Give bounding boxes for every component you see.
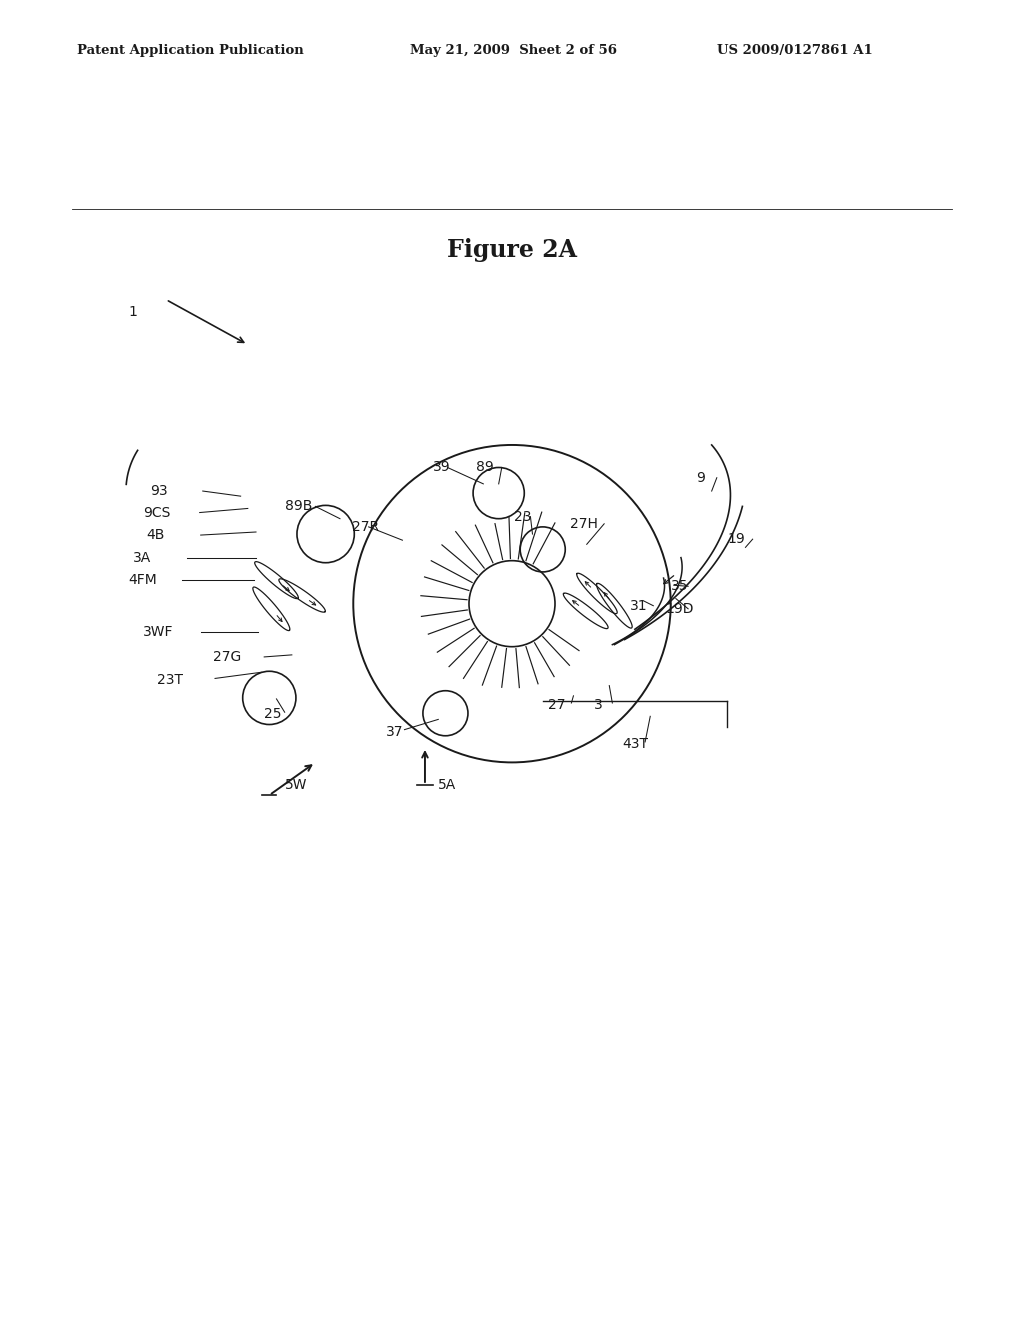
Text: US 2009/0127861 A1: US 2009/0127861 A1 bbox=[717, 44, 872, 57]
Text: 89B: 89B bbox=[285, 499, 312, 513]
Text: 3WF: 3WF bbox=[143, 626, 174, 639]
Text: 9: 9 bbox=[696, 471, 706, 484]
Text: 4B: 4B bbox=[146, 528, 165, 543]
Text: 1: 1 bbox=[128, 305, 137, 319]
Text: 37: 37 bbox=[386, 725, 403, 739]
Text: 25: 25 bbox=[264, 708, 282, 721]
Text: 3: 3 bbox=[594, 698, 603, 711]
Text: 5A: 5A bbox=[438, 777, 457, 792]
Text: 9CS: 9CS bbox=[143, 506, 171, 520]
Text: 27H: 27H bbox=[570, 517, 598, 531]
Text: 35: 35 bbox=[671, 579, 688, 593]
Text: 19D: 19D bbox=[666, 602, 694, 616]
Text: 23T: 23T bbox=[157, 673, 182, 688]
Text: 4FM: 4FM bbox=[128, 573, 157, 587]
Text: 89: 89 bbox=[476, 461, 494, 474]
Text: 3A: 3A bbox=[133, 550, 152, 565]
Text: 39: 39 bbox=[433, 461, 451, 474]
Text: 93: 93 bbox=[151, 484, 168, 498]
Text: 23: 23 bbox=[514, 510, 531, 524]
Text: 43T: 43T bbox=[623, 737, 648, 751]
Text: 27G: 27G bbox=[213, 649, 242, 664]
Text: 5W: 5W bbox=[285, 777, 307, 792]
Text: Figure 2A: Figure 2A bbox=[447, 239, 577, 263]
Text: 19: 19 bbox=[727, 532, 744, 546]
Text: 27: 27 bbox=[548, 698, 565, 711]
Text: May 21, 2009  Sheet 2 of 56: May 21, 2009 Sheet 2 of 56 bbox=[410, 44, 616, 57]
Text: 31: 31 bbox=[630, 599, 647, 612]
Text: 27R: 27R bbox=[352, 520, 379, 533]
Text: Patent Application Publication: Patent Application Publication bbox=[77, 44, 303, 57]
